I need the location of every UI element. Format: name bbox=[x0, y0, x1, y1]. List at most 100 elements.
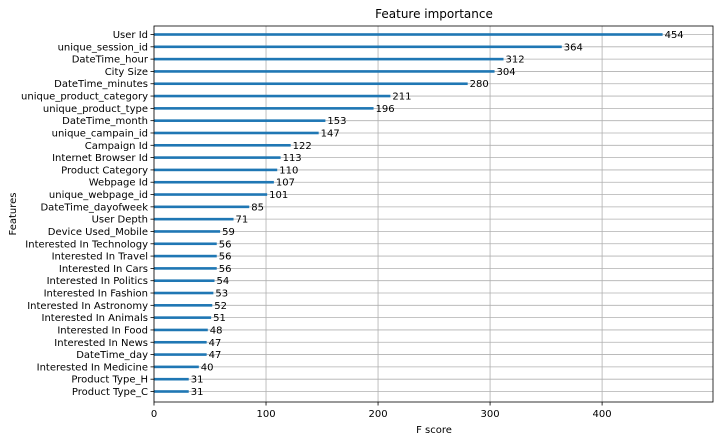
bar-value-label: 101 bbox=[269, 190, 288, 201]
y-tick-label: Webpage Id bbox=[89, 178, 148, 189]
bar-value-label: 147 bbox=[321, 128, 340, 139]
y-tick-label: unique_webpage_id bbox=[49, 190, 148, 201]
bar bbox=[154, 365, 199, 369]
bar-value-label: 113 bbox=[283, 153, 302, 164]
bar-value-label: 53 bbox=[215, 289, 228, 300]
bar bbox=[154, 328, 208, 332]
bar-value-label: 47 bbox=[209, 350, 222, 361]
bar-value-label: 51 bbox=[213, 313, 226, 324]
y-tick-label: Product Type_H bbox=[71, 375, 148, 386]
y-tick-label: Interested In Food bbox=[57, 325, 148, 336]
bar-value-label: 54 bbox=[216, 276, 229, 287]
bar-value-label: 31 bbox=[191, 387, 204, 398]
y-tick-label: unique_session_id bbox=[58, 42, 148, 53]
y-tick-label: User Depth bbox=[92, 215, 148, 226]
bar bbox=[154, 304, 213, 307]
y-tick-label: City Size bbox=[105, 67, 148, 78]
bar-value-label: 40 bbox=[201, 362, 214, 373]
y-tick-label: User Id bbox=[113, 30, 148, 41]
bar bbox=[154, 316, 212, 319]
bar-value-label: 59 bbox=[222, 227, 235, 238]
y-tick-label: Product Category bbox=[61, 165, 148, 176]
y-tick-label: Interested In Travel bbox=[52, 252, 148, 263]
bar bbox=[154, 107, 374, 110]
bar bbox=[154, 119, 326, 122]
bar bbox=[154, 267, 217, 270]
bar-value-label: 56 bbox=[219, 264, 232, 275]
bar-value-label: 31 bbox=[191, 375, 204, 386]
y-tick-label: unique_product_category bbox=[21, 92, 148, 103]
chart-title: Feature importance bbox=[375, 7, 493, 21]
bar-value-label: 56 bbox=[219, 252, 232, 263]
bar bbox=[154, 254, 217, 258]
y-tick-label: DateTime_month bbox=[62, 116, 148, 127]
y-tick-label: Interested In Astronomy bbox=[27, 301, 148, 312]
bar-value-label: 196 bbox=[376, 104, 395, 115]
y-tick-label: Interested In News bbox=[54, 338, 148, 349]
x-tick-label: 400 bbox=[593, 409, 612, 420]
bars bbox=[154, 33, 663, 393]
bar-value-label: 85 bbox=[251, 202, 264, 213]
y-tick-label: DateTime_hour bbox=[72, 55, 149, 66]
y-tick-label: Interested In Politics bbox=[47, 276, 148, 287]
bar bbox=[154, 180, 274, 184]
bar bbox=[154, 70, 495, 73]
y-tick-label: DateTime_minutes bbox=[54, 79, 148, 90]
y-tick-label: Device Used_Mobile bbox=[48, 227, 148, 238]
x-tick-label: 300 bbox=[481, 409, 500, 420]
y-tick-label: unique_campain_id bbox=[52, 128, 148, 139]
bar-value-label: 48 bbox=[210, 325, 223, 336]
bar bbox=[154, 168, 278, 172]
bar-value-label: 454 bbox=[665, 30, 684, 41]
x-tick-label: 200 bbox=[369, 409, 388, 420]
bar bbox=[154, 242, 217, 246]
bar bbox=[154, 131, 319, 135]
bar-value-label: 110 bbox=[279, 165, 298, 176]
bar bbox=[154, 57, 504, 61]
bar bbox=[154, 291, 214, 295]
y-tick-label: unique_product_type bbox=[43, 104, 148, 115]
bar bbox=[154, 193, 268, 196]
bar-value-label: 312 bbox=[506, 55, 525, 66]
bar bbox=[154, 377, 189, 381]
bar bbox=[154, 205, 250, 209]
bar bbox=[154, 82, 468, 86]
bar-value-label: 107 bbox=[276, 178, 295, 189]
bar bbox=[154, 230, 221, 233]
y-tick-label: Interested In Animals bbox=[42, 313, 149, 324]
y-axis-title: Features bbox=[8, 193, 19, 236]
x-axis-title: F score bbox=[416, 425, 452, 436]
y-tick-label: Product Type_C bbox=[72, 387, 148, 398]
x-tick-label: 0 bbox=[151, 409, 157, 420]
bar-value-label: 211 bbox=[392, 92, 411, 103]
bar bbox=[154, 217, 234, 221]
bar bbox=[154, 279, 215, 283]
bar bbox=[154, 33, 663, 36]
y-tick-label: Interested In Fashion bbox=[44, 289, 148, 300]
y-tick-label: Internet Browser Id bbox=[52, 153, 148, 164]
y-tick-label: Interested In Technology bbox=[25, 239, 148, 250]
bar bbox=[154, 143, 291, 147]
bar bbox=[154, 156, 281, 159]
y-tick-label: DateTime_dayofweek bbox=[40, 202, 148, 213]
bar bbox=[154, 45, 562, 49]
y-tick-label: DateTime_day bbox=[76, 350, 148, 361]
y-tick-label: Campaign Id bbox=[85, 141, 148, 152]
bar bbox=[154, 94, 391, 98]
x-tick-label: 100 bbox=[256, 409, 275, 420]
x-axis-ticks: 0 100 200 300 400 bbox=[151, 402, 612, 420]
y-tick-label: Interested In Medicine bbox=[37, 362, 148, 373]
bar bbox=[154, 390, 189, 393]
bar-value-label: 280 bbox=[470, 79, 489, 90]
bar bbox=[154, 353, 207, 356]
bar-value-label: 56 bbox=[219, 239, 232, 250]
bar-value-label: 364 bbox=[564, 42, 583, 53]
bar bbox=[154, 340, 207, 344]
bar-value-label: 122 bbox=[293, 141, 312, 152]
bar-value-label: 52 bbox=[214, 301, 227, 312]
bar-value-label: 71 bbox=[236, 215, 249, 226]
